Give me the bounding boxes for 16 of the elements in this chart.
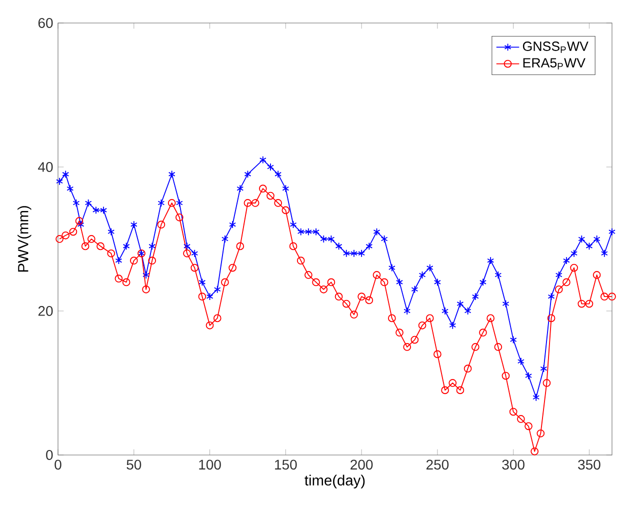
x-tick-label: 250: [426, 460, 449, 470]
legend-label: ERA5$_{P}$WV: [523, 58, 586, 70]
y-tick-label: 20: [38, 306, 53, 316]
y-tick-label: 40: [38, 162, 53, 172]
x-tick-label: 300: [502, 460, 524, 470]
x-tick-label: 350: [578, 460, 600, 470]
x-tick-label: 200: [350, 460, 373, 470]
x-axis-title: time(day): [304, 474, 365, 488]
legend-label: GNSS$_{P}$WV: [522, 42, 588, 53]
x-tick-label: 50: [126, 460, 142, 470]
x-tick-label: 150: [275, 460, 297, 470]
x-tick-label: 100: [199, 460, 221, 470]
y-axis-title: PWV(mm): [18, 206, 32, 272]
y-tick-label: 60: [38, 18, 53, 28]
x-tick-label: 0: [54, 460, 62, 470]
y-tick-label: 0: [46, 450, 53, 460]
